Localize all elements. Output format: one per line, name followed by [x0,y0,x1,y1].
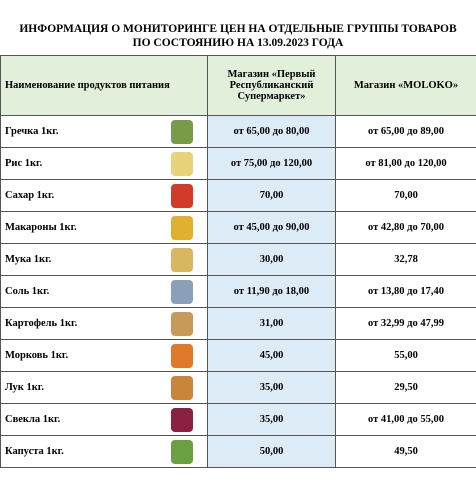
row: Капуста 1кг. 50,00 49,50 [0,435,476,468]
price-cell: 35,00 [207,371,336,404]
product-name: Сахар 1кг. [5,190,55,201]
row: Гречка 1кг. от 65,00 до 80,00 от 65,00 до … [0,115,476,148]
product-name: Мука 1кг. [5,254,52,265]
row: Соль 1кг. от 11,90 до 18,00 от 13,80 до 17… [0,275,476,308]
name-wrap: Рис 1кг. [5,151,203,176]
name-wrap: Соль 1кг. [5,279,203,304]
header-row: Наименование продуктов питания Магазин «П… [0,55,476,116]
row: Лук 1кг. 35,00 29,50 [0,371,476,404]
price-cell: от 41,00 до 55,00 [335,403,476,436]
product-icon [171,375,193,400]
price-cell: от 81,00 до 120,00 [335,147,476,180]
price-cell: 30,00 [207,243,336,276]
name-cell: Лук 1кг. [0,371,208,404]
product-icon [171,183,193,208]
price-table: Наименование продуктов питания Магазин «П… [0,55,476,468]
price-cell: 55,00 [335,339,476,372]
price-cell: 49,50 [335,435,476,468]
header-cell: Магазин «Первый Республиканский Супермар… [207,55,336,116]
product-icon [171,119,193,144]
product-icon [171,311,193,336]
price-cell: 50,00 [207,435,336,468]
row: Сахар 1кг. 70,00 70,00 [0,179,476,212]
name-wrap: Сахар 1кг. [5,183,203,208]
name-cell: Картофель 1кг. [0,307,208,340]
title: ИНФОРМАЦИЯ О МОНИТОРИНГЕ ЦЕН НА ОТДЕЛЬНЫ… [0,0,476,55]
title-line: ПО СОСТОЯНИЮ НА 13.09.2023 ГОДА [132,37,344,49]
price-cell: 70,00 [335,179,476,212]
header-cell: Наименование продуктов питания [0,55,208,116]
product-icon [171,407,193,432]
product-icon [171,215,193,240]
name-cell: Макароны 1кг. [0,211,208,244]
name-wrap: Гречка 1кг. [5,119,203,144]
price-cell: от 11,90 до 18,00 [207,275,336,308]
product-icon [171,279,193,304]
name-cell: Сахар 1кг. [0,179,208,212]
price-cell: от 65,00 до 80,00 [207,115,336,148]
price-cell: 35,00 [207,403,336,436]
name-cell: Рис 1кг. [0,147,208,180]
price-cell: 29,50 [335,371,476,404]
row: Рис 1кг. от 75,00 до 120,00 от 81,00 до 12… [0,147,476,180]
row: Картофель 1кг. 31,00 от 32,99 до 47,99 [0,307,476,340]
name-cell: Капуста 1кг. [0,435,208,468]
price-cell: от 42,80 до 70,00 [335,211,476,244]
header-cell: Магазин «MOLOKO» [335,55,476,116]
product-name: Гречка 1кг. [5,126,59,137]
price-cell: от 75,00 до 120,00 [207,147,336,180]
product-name: Картофель 1кг. [5,318,78,329]
price-cell: 32,78 [335,243,476,276]
product-icon [171,439,193,464]
name-cell: Мука 1кг. [0,243,208,276]
row: Мука 1кг. 30,00 32,78 [0,243,476,276]
product-name: Лук 1кг. [5,382,44,393]
row: Морковь 1кг. 45,00 55,00 [0,339,476,372]
name-wrap: Лук 1кг. [5,375,203,400]
price-cell: от 13,80 до 17,40 [335,275,476,308]
row: Макароны 1кг. от 45,00 до 90,00 от 42,80 д… [0,211,476,244]
price-cell: от 65,00 до 89,00 [335,115,476,148]
name-wrap: Макароны 1кг. [5,215,203,240]
product-name: Морковь 1кг. [5,350,69,361]
title-line: ИНФОРМАЦИЯ О МОНИТОРИНГЕ ЦЕН НА ОТДЕЛЬНЫ… [19,23,457,35]
name-cell: Гречка 1кг. [0,115,208,148]
product-name: Соль 1кг. [5,286,50,297]
product-icon [171,343,193,368]
price-cell: 45,00 [207,339,336,372]
product-icon [171,247,193,272]
product-name: Макароны 1кг. [5,222,77,233]
name-wrap: Капуста 1кг. [5,439,203,464]
name-cell: Морковь 1кг. [0,339,208,372]
product-name: Рис 1кг. [5,158,43,169]
name-wrap: Картофель 1кг. [5,311,203,336]
name-wrap: Свекла 1кг. [5,407,203,432]
price-cell: 70,00 [207,179,336,212]
price-cell: 31,00 [207,307,336,340]
name-wrap: Мука 1кг. [5,247,203,272]
price-cell: от 45,00 до 90,00 [207,211,336,244]
price-cell: от 32,99 до 47,99 [335,307,476,340]
product-name: Капуста 1кг. [5,446,64,457]
name-wrap: Морковь 1кг. [5,343,203,368]
product-icon [171,151,193,176]
row: Свекла 1кг. 35,00 от 41,00 до 55,00 [0,403,476,436]
name-cell: Свекла 1кг. [0,403,208,436]
name-cell: Соль 1кг. [0,275,208,308]
product-name: Свекла 1кг. [5,414,61,425]
